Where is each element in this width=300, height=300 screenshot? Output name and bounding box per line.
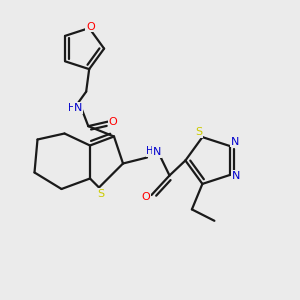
Text: O: O [142, 191, 151, 202]
Text: N: N [74, 103, 82, 113]
Text: N: N [232, 171, 241, 181]
Text: H: H [68, 103, 76, 113]
Text: O: O [86, 22, 95, 32]
Text: N: N [153, 147, 161, 157]
Text: S: S [195, 127, 203, 137]
Text: N: N [231, 136, 239, 146]
Text: S: S [97, 189, 104, 199]
Text: O: O [109, 117, 118, 127]
Text: H: H [146, 146, 154, 156]
